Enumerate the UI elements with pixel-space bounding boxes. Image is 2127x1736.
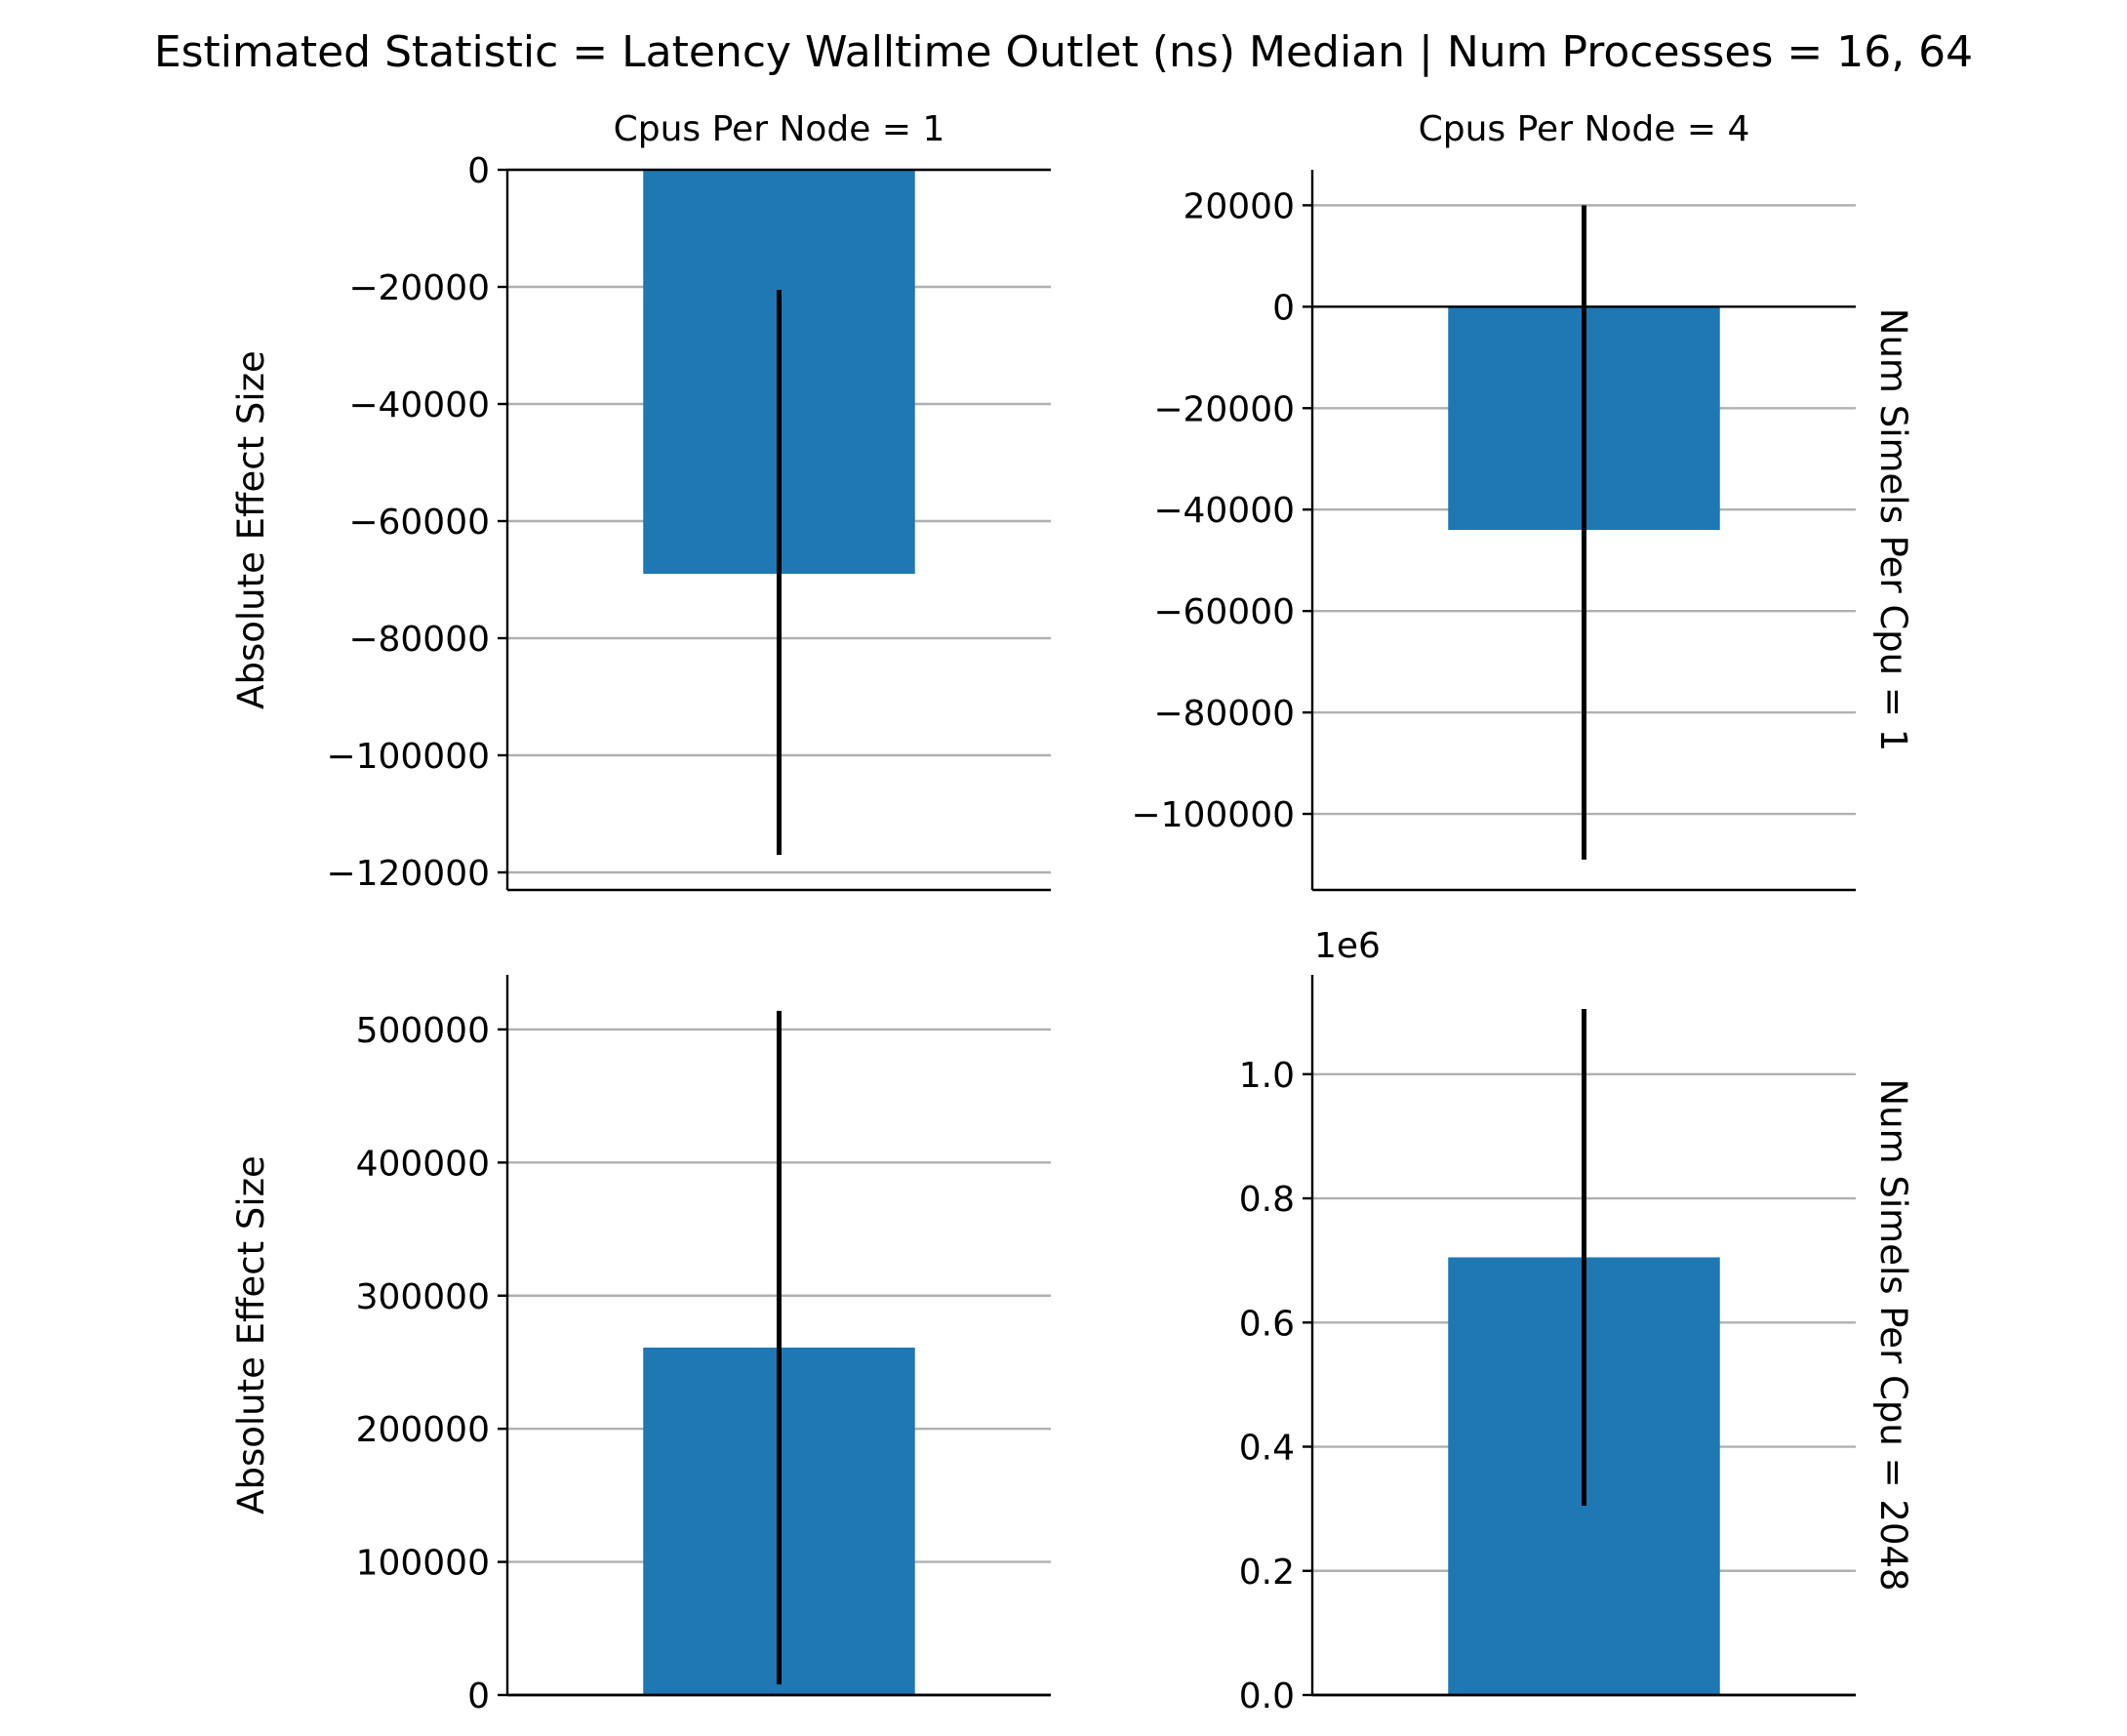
row-label: Num Simels Per Cpu = 1 [1872,308,1914,751]
y-tick-label: −40000 [348,385,490,425]
y-tick-label: 0 [467,1676,490,1716]
y-tick-label: 0.2 [1239,1553,1295,1593]
y-tick-label: 100000 [356,1544,490,1584]
y-tick-label: −20000 [1153,389,1295,429]
y-tick-label: −40000 [1153,491,1295,531]
y-tick-label: 0.4 [1239,1429,1295,1469]
panel-4: 0.0 0.2 0.4 0.6 0.8 1.0 1e6 Num Simels Per Cpu … [1239,926,1914,1716]
y-tick-label: −20000 [348,268,490,308]
y-tick-label: −120000 [326,854,490,894]
y-tick-label: −100000 [1131,795,1295,835]
y-tick-label: 0 [1272,288,1295,328]
y-tick-label: −60000 [1153,592,1295,632]
panel-2: 20000 0 −20000 −40000 −60000 −80000 −100000 Cpu… [1131,109,1914,892]
y-tick-label: 0.8 [1239,1180,1295,1220]
row-label: Num Simels Per Cpu = 2048 [1872,1078,1914,1591]
y-tick-label: 200000 [356,1410,490,1450]
y-tick-label: −100000 [326,737,490,777]
y-axis-label: Absolute Effect Size [230,1155,272,1514]
y-tick-label: 1.0 [1239,1056,1295,1096]
y-tick-label: −80000 [348,620,490,660]
panels: 0 −20000 −40000 −60000 −80000 −100000 −120000 C… [230,109,1914,1716]
y-tick-label: 0 [467,151,490,191]
y-tick-label: 20000 [1183,186,1295,226]
y-tick-label: 0.0 [1239,1676,1295,1716]
y-axis-label: Absolute Effect Size [230,350,272,709]
y-tick-label: 500000 [356,1011,490,1051]
panel-1: 0 −20000 −40000 −60000 −80000 −100000 −120000 C… [230,109,1051,894]
axis-offset-label: 1e6 [1314,926,1381,966]
panel-title: Cpus Per Node = 1 [614,109,945,149]
y-tick-label: 400000 [356,1144,490,1184]
figure-title: Estimated Statistic = Latency Walltime O… [154,27,1973,77]
panel-title: Cpus Per Node = 4 [1419,109,1750,149]
y-tick-label: −60000 [348,503,490,543]
y-tick-label: −80000 [1153,694,1295,734]
panel-3: 0 100000 200000 300000 400000 500000 Absolute … [230,975,1051,1716]
y-tick-label: 0.6 [1239,1304,1295,1344]
y-tick-label: 300000 [356,1277,490,1317]
